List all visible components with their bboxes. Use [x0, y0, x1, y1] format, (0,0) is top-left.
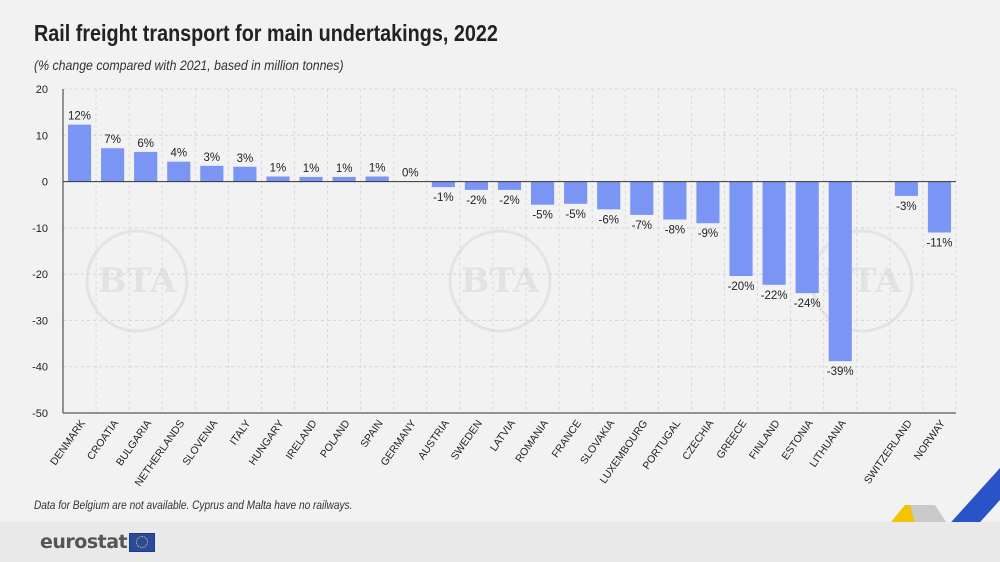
data-label-romania: -5% — [532, 210, 552, 222]
axes — [62, 89, 956, 414]
data-label-switzerland: -3% — [896, 201, 916, 213]
y-tick-labels: 20 10 0 -10 -20 -30 -40 -50 — [32, 84, 48, 420]
watermark-0: BTA — [85, 229, 189, 333]
x-tick-france: FRANCE — [550, 418, 585, 460]
data-label-sweden: -2% — [466, 195, 486, 207]
data-label-poland: 1% — [336, 163, 353, 175]
bar-austria — [431, 181, 455, 188]
data-label-portugal: -8% — [665, 225, 685, 237]
bar-czechia — [696, 181, 720, 224]
data-label-slovakia: -6% — [598, 214, 618, 226]
watermark-1: BTA — [448, 229, 552, 333]
bar-hungary — [266, 176, 290, 182]
x-tick-greece: GREECE — [714, 418, 749, 461]
data-label-denmark: 12% — [68, 111, 91, 123]
data-label-finland: -22% — [761, 290, 788, 302]
bar-france — [564, 181, 588, 204]
data-label-luxembourg: -7% — [632, 220, 652, 232]
x-tick-romania: ROMANIA — [513, 418, 551, 465]
chart-subtitle: (% change compared with 2021, based in m… — [34, 57, 344, 73]
footnote: Data for Belgium are not available. Cypr… — [34, 500, 353, 512]
x-tick-ireland: IRELAND — [284, 417, 320, 462]
data-label-czechia: -9% — [698, 228, 718, 240]
bar-croatia — [101, 148, 125, 182]
bar-netherlands — [167, 161, 191, 182]
bar-romania — [530, 181, 555, 205]
data-label-hungary: 1% — [270, 162, 287, 174]
x-tick-czechia: CZECHIA — [680, 418, 716, 463]
bar-poland — [332, 176, 356, 182]
bar-italy — [233, 166, 257, 182]
bar-estonia — [795, 181, 819, 294]
watermark-ring — [85, 229, 189, 333]
bar-bulgaria — [134, 151, 158, 182]
data-label-austria: -1% — [433, 192, 453, 204]
eu-flag-icon — [129, 532, 156, 552]
chart-title: Rail freight transport for main undertak… — [34, 20, 498, 46]
watermark-ring — [448, 229, 552, 333]
bar-finland — [762, 181, 786, 285]
bar-luxembourg — [630, 181, 654, 215]
data-label-greece: -20% — [728, 281, 755, 293]
x-tick-norway: NORWAY — [912, 418, 948, 462]
x-tick-sweden: SWEDEN — [449, 418, 485, 463]
watermark-text: BTA — [461, 261, 540, 301]
x-tick-austria: AUSTRIA — [416, 418, 452, 462]
x-tick-spain: SPAIN — [358, 418, 385, 450]
bar-switzerland — [894, 181, 918, 196]
data-label-ireland: 1% — [303, 163, 320, 175]
x-tick-denmark: DENMARK — [48, 418, 88, 468]
bar-sweden — [464, 181, 489, 190]
data-label-bulgaria: 6% — [137, 138, 154, 150]
bar-greece — [729, 181, 753, 276]
watermark-layer: BTA BTA BTA — [85, 229, 914, 333]
x-tick-italy: ITALY — [228, 418, 254, 448]
x-tick-latvia: LATVIA — [488, 418, 518, 454]
y-tick--40: -40 — [32, 362, 48, 374]
data-label-spain: 1% — [369, 162, 386, 174]
bar-slovenia — [200, 165, 224, 182]
bar-latvia — [497, 181, 522, 190]
data-label-netherlands: 4% — [170, 148, 187, 160]
bar-denmark — [67, 124, 92, 182]
y-tick--10: -10 — [32, 223, 48, 235]
data-label-france: -5% — [565, 209, 585, 221]
x-tick-croatia: CROATIA — [85, 418, 121, 462]
bar-spain — [365, 176, 389, 182]
data-label-italy: 3% — [237, 153, 254, 165]
data-label-slovenia: 3% — [204, 152, 221, 164]
y-tick--50: -50 — [32, 408, 48, 420]
bar-portugal — [663, 181, 687, 220]
watermark-text: BTA — [98, 261, 177, 301]
data-label-lithuania: -39% — [827, 366, 854, 378]
x-tick-labels: DENMARKCROATIABULGARIANETHERLANDSSLOVENI… — [48, 417, 948, 488]
y-tick-20: 20 — [36, 84, 48, 96]
x-tick-poland: POLAND — [318, 418, 353, 461]
watermark-2: BTA — [810, 229, 914, 333]
data-label-latvia: -2% — [499, 195, 519, 207]
eurostat-logo: eurostat — [40, 531, 156, 553]
data-label-croatia: 7% — [104, 134, 121, 146]
bar-norway — [927, 181, 952, 233]
bar-lithuania — [828, 181, 852, 362]
footer-band — [0, 522, 1000, 562]
data-label-estonia: -24% — [794, 298, 821, 310]
x-tick-estonia: ESTONIA — [779, 418, 815, 462]
y-tick--30: -30 — [32, 315, 48, 327]
y-tick-10: 10 — [36, 130, 48, 142]
data-label-germany: 0% — [402, 168, 419, 180]
x-tick-finland: FINLAND — [747, 418, 783, 462]
bar-ireland — [299, 176, 323, 182]
data-labels: 12% 7% 6% 4% 3% 3% 1% 1% 1% 1% 0% -1% -2% -2% -5% -5% -6… — [68, 111, 952, 379]
x-tick-switzerland: SWITZERLAND — [862, 418, 915, 487]
bars — [67, 124, 952, 362]
data-label-norway: -11% — [926, 237, 952, 249]
y-tick-0: 0 — [42, 177, 48, 189]
logo-text: eurostat — [40, 531, 128, 553]
y-tick--20: -20 — [32, 269, 48, 281]
bar-slovakia — [597, 181, 621, 210]
